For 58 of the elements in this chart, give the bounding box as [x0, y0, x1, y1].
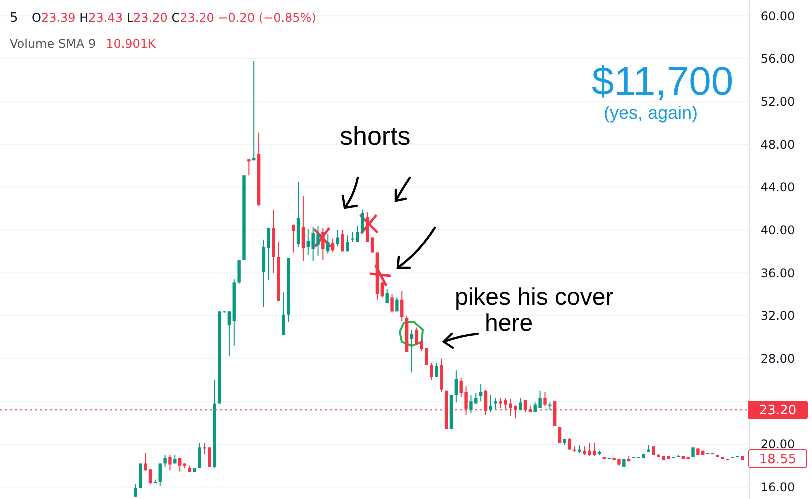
candlestick	[692, 447, 695, 458]
candlestick	[415, 327, 419, 346]
candlestick	[484, 389, 488, 416]
annotation: Volume SMA 9 10.901K	[10, 37, 158, 51]
candlestick	[331, 238, 335, 254]
candlestick	[248, 159, 251, 176]
annotation: $11,700	[592, 60, 734, 104]
candlestick	[302, 195, 306, 262]
candlestick	[568, 438, 572, 450]
candlestick	[228, 311, 232, 358]
candlestick	[238, 260, 241, 284]
annotation: (yes, again)	[604, 103, 698, 123]
candlestick	[454, 370, 458, 404]
candlestick	[168, 454, 172, 472]
candlestick	[558, 426, 562, 444]
y-tick-label: 16.00	[760, 480, 796, 494]
annotation: shorts	[340, 121, 411, 151]
y-tick-label: 40.00	[760, 223, 796, 238]
candlestick	[361, 209, 364, 233]
candlestick	[198, 442, 202, 470]
y-tick-label: 36.00	[760, 266, 796, 280]
candlestick	[544, 391, 547, 406]
candlestick	[134, 484, 138, 498]
candlestick	[282, 292, 286, 336]
candlestick	[410, 329, 414, 374]
y-tick-label: 32.00	[760, 309, 796, 324]
candlestick	[479, 384, 483, 402]
y-tick-label: 44.00	[760, 180, 796, 195]
candlestick	[396, 297, 399, 312]
y-tick-label: 52.00	[760, 94, 796, 109]
candlestick	[400, 290, 404, 322]
y-tick-label: 56.00	[760, 52, 796, 66]
candlestick	[346, 235, 350, 252]
candlestick	[341, 230, 345, 252]
text: 5	[10, 11, 18, 26]
candlestick	[322, 228, 325, 261]
candlestick	[292, 224, 296, 254]
y-tick-label: 28.00	[760, 352, 796, 366]
candlestick	[494, 398, 498, 410]
candlestick	[267, 228, 271, 282]
candlestick	[164, 454, 167, 468]
annotation: pikes his cover here	[455, 284, 614, 337]
annotation: O23.39 H23.43 L23.20 C23.20 −0.20 (−0.85%)	[32, 11, 316, 25]
candlestick	[390, 294, 394, 314]
candlestick	[430, 362, 434, 381]
y-tick-label: 48.00	[760, 138, 796, 152]
candlestick	[144, 452, 148, 472]
candlestick	[148, 468, 152, 485]
candlestick	[178, 458, 182, 472]
candlestick	[386, 288, 389, 304]
candlestick	[326, 234, 330, 254]
y-tick-label: 20.00	[760, 438, 796, 452]
text: 18.55	[759, 452, 797, 468]
candlestick	[435, 362, 438, 378]
candlestick	[380, 282, 384, 298]
ref-line-label: 23.20	[759, 404, 797, 419]
y-tick-label: 60.00	[760, 9, 796, 24]
candlestick	[158, 463, 162, 487]
